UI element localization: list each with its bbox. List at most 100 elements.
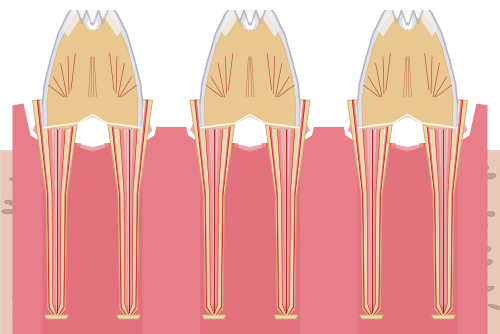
Polygon shape [116,144,140,314]
Ellipse shape [322,229,331,235]
Polygon shape [495,0,500,134]
Polygon shape [44,144,68,314]
Ellipse shape [436,324,450,331]
Ellipse shape [174,179,189,185]
Ellipse shape [154,303,164,308]
Polygon shape [170,104,330,334]
Polygon shape [114,100,144,316]
Ellipse shape [155,323,162,328]
Polygon shape [416,27,436,125]
Polygon shape [121,144,136,312]
Polygon shape [360,144,384,314]
Polygon shape [112,144,145,316]
Polygon shape [259,27,278,125]
Polygon shape [274,144,298,314]
Ellipse shape [477,223,488,229]
Ellipse shape [326,315,335,322]
Ellipse shape [162,327,170,332]
Polygon shape [378,0,437,37]
Polygon shape [348,100,396,319]
Ellipse shape [474,265,485,269]
Polygon shape [428,100,458,316]
Ellipse shape [440,327,450,330]
Ellipse shape [178,213,188,219]
Ellipse shape [324,234,332,238]
Polygon shape [63,22,122,125]
Ellipse shape [202,326,212,330]
Ellipse shape [31,305,45,312]
Polygon shape [220,0,280,37]
Polygon shape [220,22,280,125]
Ellipse shape [4,200,12,204]
Polygon shape [420,144,468,319]
Ellipse shape [372,320,384,325]
Ellipse shape [90,312,106,319]
Polygon shape [50,100,62,312]
Ellipse shape [159,319,173,325]
Polygon shape [398,38,417,120]
Ellipse shape [168,221,174,225]
Ellipse shape [434,321,444,325]
Ellipse shape [228,318,234,323]
Polygon shape [433,100,454,314]
Polygon shape [202,144,226,314]
Ellipse shape [338,232,344,236]
Polygon shape [278,144,293,312]
Ellipse shape [329,275,336,279]
Ellipse shape [482,246,491,252]
Ellipse shape [326,225,334,231]
Polygon shape [37,144,76,317]
Polygon shape [328,104,488,334]
Ellipse shape [14,247,22,250]
Ellipse shape [328,190,334,194]
Polygon shape [280,100,292,312]
Polygon shape [196,144,232,316]
Polygon shape [364,13,452,129]
Ellipse shape [160,256,169,260]
Ellipse shape [417,306,430,312]
Ellipse shape [332,242,342,247]
Polygon shape [361,100,382,314]
Polygon shape [352,100,391,318]
Ellipse shape [212,317,222,322]
Ellipse shape [26,312,38,318]
Polygon shape [38,144,74,316]
Polygon shape [356,100,386,316]
Polygon shape [266,144,306,317]
Polygon shape [195,100,233,318]
Polygon shape [190,100,238,319]
Polygon shape [12,104,172,334]
Polygon shape [102,27,121,125]
Polygon shape [234,32,266,122]
Polygon shape [262,100,310,319]
Polygon shape [427,144,460,316]
Ellipse shape [216,317,224,321]
Ellipse shape [202,313,215,319]
Polygon shape [360,315,384,319]
Ellipse shape [487,211,495,216]
Polygon shape [240,38,260,120]
Polygon shape [268,144,304,316]
Polygon shape [206,13,294,129]
Ellipse shape [156,210,166,215]
Ellipse shape [318,210,328,215]
Ellipse shape [178,265,188,271]
Polygon shape [432,144,456,314]
Polygon shape [275,316,297,319]
Polygon shape [197,100,231,317]
Polygon shape [40,144,73,316]
Polygon shape [199,100,229,316]
Ellipse shape [96,321,102,326]
Ellipse shape [121,315,134,321]
Polygon shape [83,38,102,120]
Polygon shape [46,316,68,319]
Polygon shape [271,100,301,316]
Polygon shape [190,109,310,334]
Polygon shape [110,144,146,316]
Ellipse shape [346,309,360,313]
Polygon shape [42,5,142,129]
Polygon shape [152,10,191,127]
Ellipse shape [349,308,360,313]
Polygon shape [48,13,136,129]
Ellipse shape [470,225,478,230]
